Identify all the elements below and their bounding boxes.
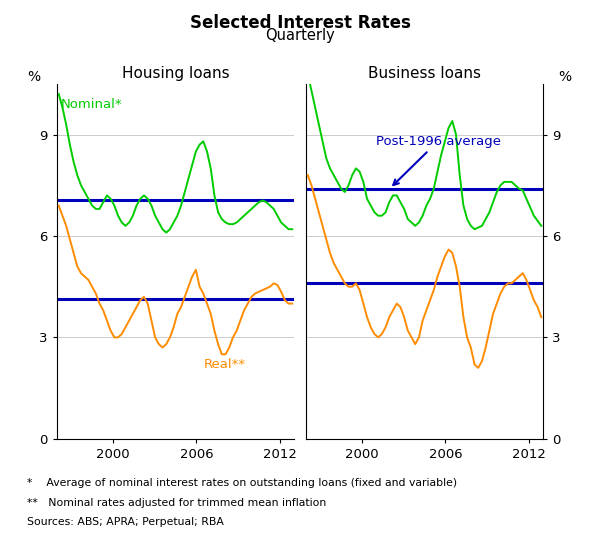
Title: Housing loans: Housing loans — [122, 67, 229, 81]
Text: **   Nominal rates adjusted for trimmed mean inflation: ** Nominal rates adjusted for trimmed me… — [27, 498, 326, 508]
Text: Quarterly: Quarterly — [265, 28, 335, 43]
Text: %: % — [559, 70, 572, 84]
Text: Real**: Real** — [203, 358, 245, 371]
Title: Business loans: Business loans — [368, 67, 481, 81]
Text: Selected Interest Rates: Selected Interest Rates — [190, 14, 410, 32]
Text: *    Average of nominal interest rates on outstanding loans (fixed and variable): * Average of nominal interest rates on o… — [27, 478, 457, 488]
Text: Sources: ABS; APRA; Perpetual; RBA: Sources: ABS; APRA; Perpetual; RBA — [27, 517, 224, 527]
Text: %: % — [28, 70, 41, 84]
Text: Nominal*: Nominal* — [61, 97, 123, 111]
Text: Post-1996 average: Post-1996 average — [376, 135, 501, 185]
